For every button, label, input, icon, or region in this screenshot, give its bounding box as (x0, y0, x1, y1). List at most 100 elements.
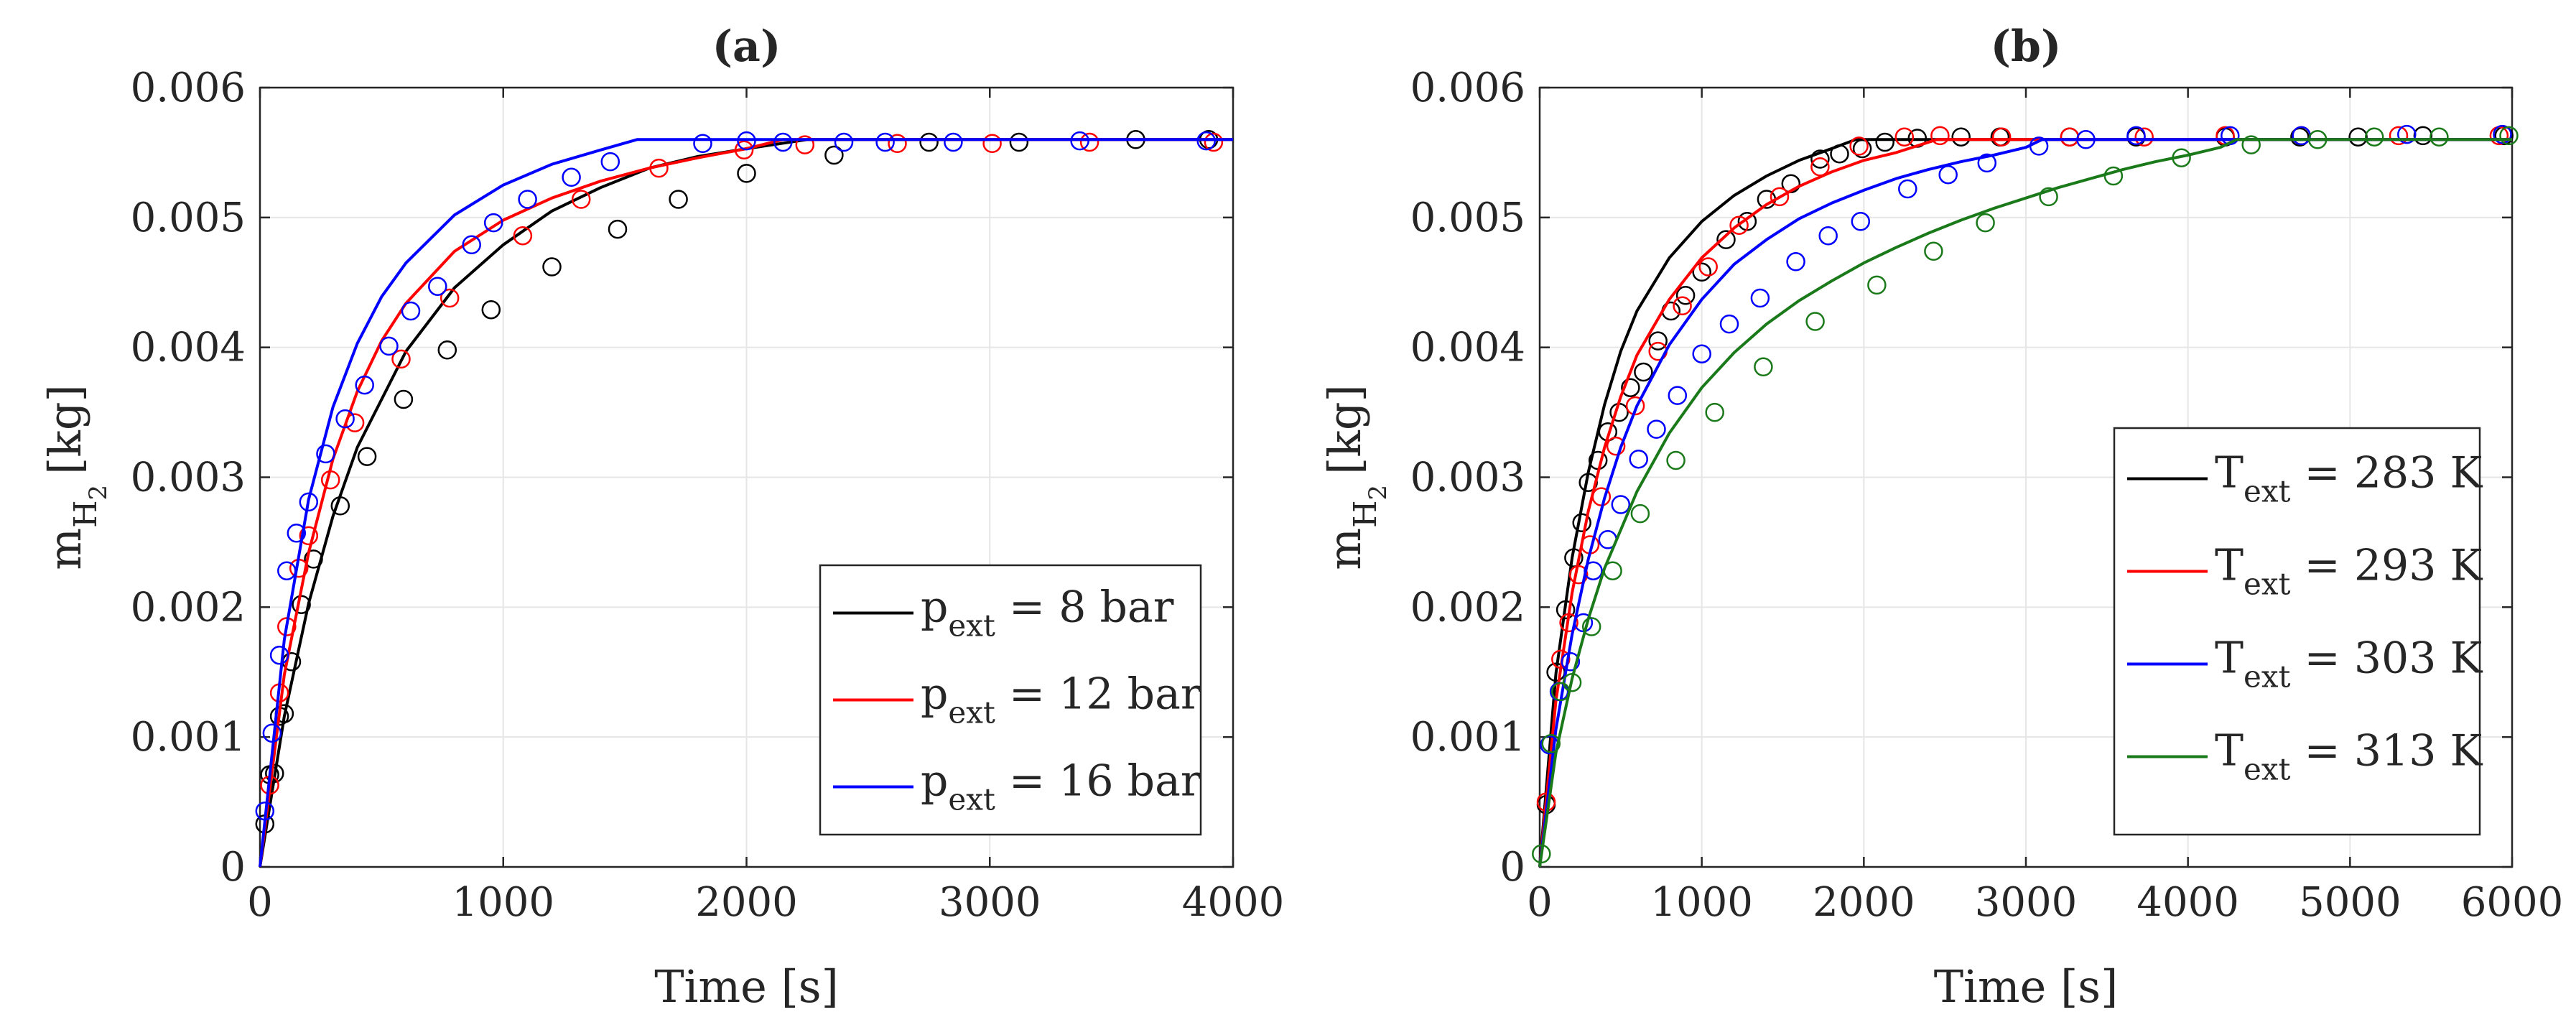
legend-sub: ext (2243, 474, 2291, 509)
data-point (379, 336, 399, 356)
data-point (669, 190, 688, 209)
data-point (1818, 226, 1838, 246)
y-axis-label: mH2 [kg] (39, 384, 113, 570)
data-point (1675, 286, 1696, 305)
data-point (2172, 148, 2191, 167)
series-line (1538, 138, 2512, 868)
data-point (608, 219, 628, 239)
data-point (2389, 126, 2409, 146)
data-point (1938, 164, 1958, 185)
series-line (1538, 138, 2512, 868)
y-axis-label-unit: [kg] (1319, 384, 1371, 475)
data-point (1698, 257, 1718, 277)
data-point (795, 135, 815, 154)
legend-var: T (2215, 726, 2243, 776)
data-point (1924, 241, 1943, 261)
data-point (649, 158, 669, 178)
data-point (1786, 252, 1805, 271)
data-point (888, 134, 907, 154)
data-point (1648, 331, 1668, 351)
data-point (462, 235, 481, 255)
legend-rest: = 283 K (2290, 448, 2483, 498)
data-point (773, 132, 793, 152)
data-point (1634, 362, 1653, 382)
data-point (1009, 132, 1029, 152)
y-tick-label: 0.001 (1410, 714, 1525, 761)
data-point (1673, 296, 1692, 316)
data-point (982, 134, 1002, 154)
legend-sub: ext (948, 695, 995, 730)
data-point (299, 526, 319, 546)
data-point (1079, 132, 1099, 152)
data-point (437, 340, 457, 360)
data-point (1581, 617, 1601, 636)
y-tick-label: 0.002 (131, 584, 246, 631)
data-point (269, 645, 289, 665)
data-point (693, 134, 712, 154)
series-line (259, 138, 1233, 868)
y-tick-label: 0.004 (1410, 325, 1525, 371)
data-point (1629, 449, 1648, 469)
series-2 (255, 131, 1233, 868)
data-point (316, 444, 335, 464)
data-point (1930, 126, 1950, 146)
data-point (335, 409, 355, 429)
data-point (2429, 127, 2449, 147)
data-point (834, 132, 854, 152)
data-point (1729, 215, 1749, 235)
legend-sub: ext (2243, 752, 2291, 787)
legend-rest: = 16 bar (995, 756, 1201, 807)
data-point (1716, 230, 1736, 249)
data-point (1875, 132, 1894, 152)
data-point (2029, 136, 2049, 156)
data-point (1851, 212, 1871, 231)
data-point (1898, 179, 1917, 199)
y-tick-label: 0 (220, 844, 246, 891)
data-point (1625, 396, 1645, 416)
data-point (1991, 127, 2012, 147)
legend-sub: ext (948, 608, 995, 644)
data-point (2076, 130, 2096, 149)
data-point (304, 549, 323, 569)
data-point (357, 447, 377, 466)
data-point (1692, 262, 1711, 282)
x-tick-label: 4000 (1182, 879, 1285, 926)
data-point (2290, 127, 2310, 147)
data-point (440, 288, 460, 308)
data-point (1719, 314, 1739, 334)
data-point (2126, 126, 2146, 146)
data-point (1830, 144, 1849, 164)
data-point (1556, 600, 1576, 620)
legend-entry: pext = 12 bar (921, 669, 1201, 730)
x-tick-label: 2000 (1813, 879, 1915, 926)
series-line (1538, 138, 2512, 868)
data-point (1559, 613, 1578, 633)
legend-rest: = 293 K (2290, 541, 2483, 591)
data-point (2499, 126, 2519, 146)
x-tick-label: 3000 (1975, 879, 2078, 926)
data-point (428, 277, 447, 296)
data-point (1867, 275, 1887, 295)
data-point (1551, 649, 1571, 669)
data-point (600, 152, 620, 172)
data-point (299, 492, 319, 512)
legend-entry: Text = 303 K (2215, 633, 2483, 695)
y-axis-label-unit: [kg] (39, 384, 91, 475)
data-point (1805, 312, 1825, 331)
data-point (355, 375, 374, 395)
data-point (1810, 157, 1830, 177)
data-point (391, 349, 411, 369)
data-point (2493, 124, 2512, 144)
data-point (1692, 344, 1711, 363)
data-point (1647, 419, 1666, 439)
data-point (330, 496, 350, 516)
data-point (1750, 288, 1770, 308)
legend-sub: ext (948, 782, 995, 817)
data-point (1551, 682, 1571, 702)
data-point (1204, 132, 1224, 152)
data-point (2241, 135, 2261, 154)
y-tick-label: 0.003 (1410, 455, 1525, 501)
data-point (401, 301, 421, 321)
data-point (734, 140, 754, 160)
